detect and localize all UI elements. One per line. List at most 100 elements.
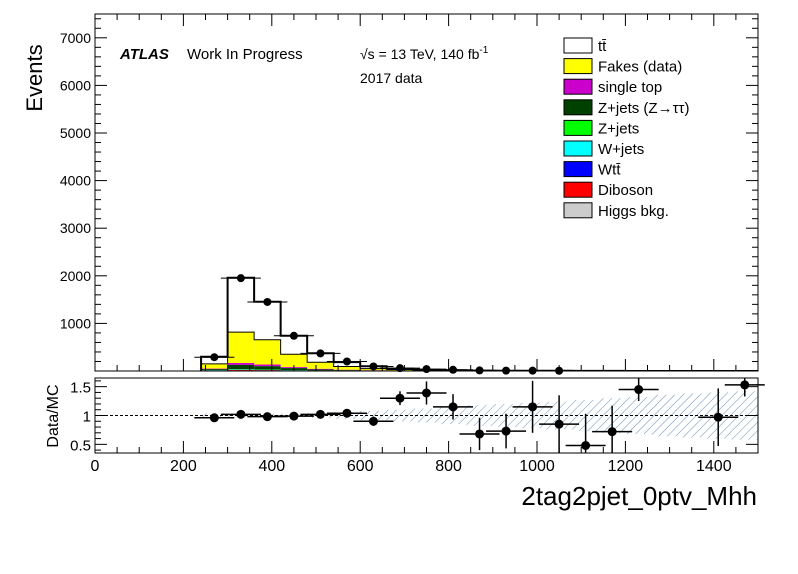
stack-bar-single-top (254, 364, 281, 367)
ratio-y-tick-label: 0.5 (70, 437, 91, 454)
stack-bar-z-jets-z (254, 366, 281, 370)
data-point (342, 357, 351, 366)
x-tick-label: 400 (258, 458, 285, 475)
x-tick-label: 200 (170, 458, 197, 475)
stack-bar-single-top (307, 368, 334, 370)
legend-swatch (563, 161, 593, 178)
stack-bar-tt (227, 277, 255, 333)
stack-bar-z-jets-z (227, 364, 255, 370)
ratio-axes: 0.5 1 1.5 0 200 400 600 800 1000 1200 1400 (70, 380, 759, 475)
stack-bar-fakes-data (280, 354, 308, 368)
stack-bar-tt (307, 353, 334, 363)
y-tick-label: 5000 (60, 125, 91, 141)
ratio-point (475, 429, 485, 439)
x-tick-label: 1000 (519, 458, 555, 475)
y-tick-label: 4000 (60, 173, 91, 189)
atlas-label: ATLAS (119, 46, 169, 63)
energy-lumi-label: √s = 13 TeV, 140 fb-1 (360, 45, 489, 62)
legend: tt̄ Fakes (data) single top Z+jets (Z→ττ) Z+… (563, 37, 689, 220)
stack-bar-single-top (227, 363, 255, 365)
legend-swatch (563, 37, 593, 54)
legend-label: Higgs bkg. (598, 203, 669, 220)
main-stack-histogram (200, 276, 758, 371)
data-point (210, 353, 219, 362)
y-tick-label: 1000 (60, 315, 91, 331)
x-tick-label: 1400 (696, 458, 732, 475)
stack-bar-z-jets-z (307, 369, 334, 371)
x-tick-label: 0 (91, 458, 100, 475)
legend-label: Z+jets (Z→ττ) (598, 100, 689, 117)
x-tick-label: 600 (347, 458, 374, 475)
x-tick-label: 1200 (608, 458, 644, 475)
ratio-band-bin (360, 410, 387, 421)
ratio-point (262, 412, 272, 422)
ratio-y-tick-label: 1 (83, 409, 91, 426)
legend-swatch (563, 202, 593, 219)
stack-bar-tt (280, 335, 308, 355)
y-tick-label: 7000 (60, 30, 91, 46)
legend-swatch (563, 99, 593, 116)
ratio-point (448, 402, 458, 412)
data-point (369, 362, 378, 371)
ratio-band-bin (466, 405, 493, 426)
x-axis-label: 2tag2pjet_0ptv_Mhh (521, 481, 757, 511)
main-axes: 1000 2000 3000 4000 5000 6000 7000 (60, 14, 759, 371)
energy-sup: -1 (479, 45, 488, 56)
legend-swatch (563, 58, 593, 75)
legend-label: tt̄ (598, 38, 607, 55)
ratio-band-bin (386, 409, 414, 422)
ratio-point (581, 441, 591, 450)
data-point (263, 297, 272, 306)
stack-bar-fakes-data (254, 339, 281, 365)
main-data-points (194, 274, 580, 375)
ratio-point (528, 402, 538, 412)
ratio-point (713, 412, 723, 422)
ratio-point (315, 409, 325, 419)
energy-text: √s = 13 TeV, 140 fb (360, 46, 480, 62)
legend-label: Wtt̄ (598, 162, 621, 179)
legend-label: Z+jets (598, 120, 639, 137)
atlas-status: Work In Progress (187, 46, 303, 63)
ratio-point (342, 408, 352, 418)
ratio-point (209, 413, 219, 423)
legend-label: Diboson (598, 182, 653, 199)
ratio-point (607, 427, 617, 437)
ratio-point (740, 380, 750, 390)
legend-swatch (563, 119, 593, 136)
legend-label: Fakes (data) (598, 59, 682, 76)
dataset-label: 2017 data (360, 70, 422, 86)
ratio-point (289, 411, 299, 421)
ratio-point (634, 385, 644, 395)
legend-swatch (563, 181, 593, 198)
stack-bar-fakes-data (227, 332, 255, 364)
x-tick-label: 800 (435, 458, 462, 475)
ratio-point (236, 409, 246, 419)
ratio-y-tick-label: 1.5 (70, 380, 91, 397)
legend-swatch (563, 140, 593, 157)
stack-bar-fakes-data (333, 366, 361, 370)
stack-bar-fakes-data (201, 363, 228, 369)
data-point (475, 366, 484, 375)
ratio-point (554, 419, 564, 429)
data-point (449, 365, 458, 374)
stack-bar-fakes-data (307, 362, 334, 369)
data-point (316, 349, 325, 358)
legend-label: single top (598, 79, 662, 96)
y-tick-label: 3000 (60, 220, 91, 236)
legend-swatch (563, 78, 593, 95)
stack-bar-tt (254, 301, 281, 340)
ratio-data-points (194, 378, 765, 453)
y-tick-label: 2000 (60, 268, 91, 284)
stack-bar-z-jets-z (201, 369, 228, 371)
y-axis-label-events: Events (22, 44, 47, 111)
ratio-point (368, 416, 378, 426)
data-point (236, 274, 245, 283)
legend-label: W+jets (598, 141, 644, 158)
y-tick-label: 6000 (60, 77, 91, 93)
ratio-point (422, 388, 431, 398)
y-axis-label-ratio: Data/MC (45, 384, 62, 447)
data-point (395, 364, 404, 373)
ratio-point (395, 393, 405, 403)
data-point (289, 331, 298, 340)
